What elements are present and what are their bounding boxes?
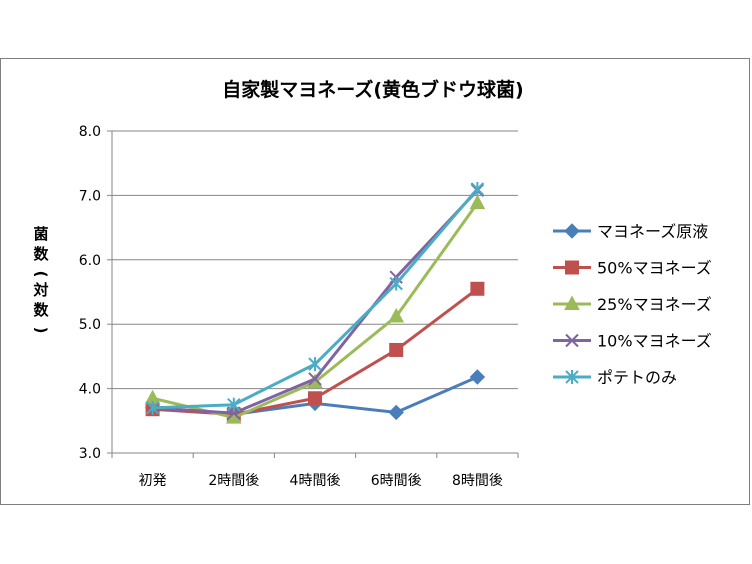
y-label-glyph: 菌 [33, 225, 48, 243]
data-point [565, 260, 579, 275]
gridlines [112, 130, 518, 390]
y-label-glyph: ) [32, 327, 50, 334]
legend-label: ポテトのみ [597, 368, 677, 387]
data-point-stroke [565, 333, 579, 348]
legend-item: ポテトのみ [553, 368, 677, 387]
data-point-stroke [308, 372, 322, 386]
data-point [469, 194, 486, 210]
data-point [389, 276, 403, 291]
y-tick-labels: 3.0 4.0 5.0 6.0 7.0 8.0 [79, 124, 101, 462]
data-point [389, 342, 404, 357]
y-label-glyph: ( [32, 271, 50, 278]
x-tick-label: 6時間後 [371, 473, 422, 489]
data-point [470, 181, 485, 196]
data-point [308, 357, 322, 372]
axes [107, 130, 519, 458]
x-tick-label: 2時間後 [208, 473, 259, 489]
x-tick-label: 8時間後 [452, 473, 503, 489]
chart-frame: 自家製マヨネーズ(黄色ブドウ球菌) 3.0 4.0 5.0 6.0 7.0 8.0 初発 2… [0, 58, 750, 505]
x-tick-labels: 初発 2時間後 4時間後 6時間後 8時間後 [139, 472, 503, 489]
data-point [564, 295, 580, 310]
y-tick-label: 8.0 [79, 124, 101, 140]
legend-label: 25%マヨネーズ [597, 295, 712, 314]
data-point [308, 391, 322, 406]
legend-label: 50%マヨネーズ [597, 259, 712, 278]
y-label-glyph: 対 [32, 281, 48, 299]
legend-item: マヨネーズ原液 [553, 222, 708, 241]
legend-item: 10%マヨネーズ [553, 332, 712, 351]
data-point [308, 372, 322, 386]
y-tick-label: 6.0 [79, 253, 101, 269]
x-tick-label: 初発 [139, 472, 167, 489]
y-tick-label: 7.0 [79, 188, 101, 204]
chart-title: 自家製マヨネーズ(黄色ブドウ球菌) [222, 78, 523, 101]
data-point [469, 369, 486, 385]
legend-label: マヨネーズ原液 [597, 222, 708, 241]
legend-item: 25%マヨネーズ [553, 295, 712, 314]
y-tick-label: 3.0 [79, 446, 101, 462]
data-point [565, 333, 579, 348]
x-tick-label: 4時間後 [290, 473, 341, 489]
y-label-glyph: 数 [33, 301, 49, 319]
data-point [470, 281, 485, 296]
y-label-glyph: 数 [33, 245, 49, 263]
data-point [145, 400, 160, 415]
data-point [388, 307, 405, 323]
data-point [564, 223, 580, 239]
y-tick-label: 4.0 [79, 382, 101, 398]
series-lines [144, 181, 486, 424]
data-point [227, 397, 241, 412]
legend-label: 10%マヨネーズ [597, 332, 712, 351]
legend-item: 50%マヨネーズ [553, 259, 712, 278]
y-tick-label: 5.0 [79, 317, 101, 333]
chart-svg: 自家製マヨネーズ(黄色ブドウ球菌) 3.0 4.0 5.0 6.0 7.0 8.0 初発 2… [32, 78, 712, 489]
series-group [145, 281, 485, 422]
data-point [388, 404, 404, 421]
data-point [565, 370, 579, 384]
y-axis-label: 菌数(対数) [32, 225, 50, 333]
series-group [145, 181, 485, 415]
